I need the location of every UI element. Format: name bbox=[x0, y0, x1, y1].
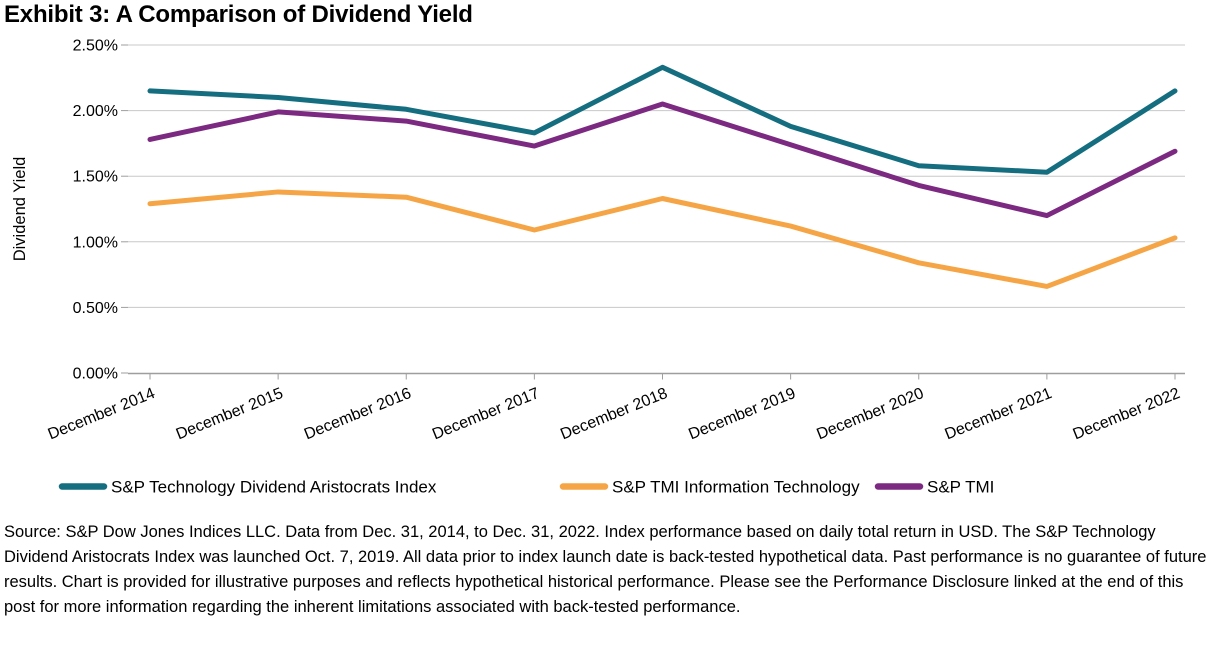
y-tick-label: 1.00% bbox=[73, 234, 118, 251]
y-tick-label: 0.00% bbox=[73, 366, 118, 383]
y-tick-label: 2.00% bbox=[73, 103, 118, 120]
legend-label-s-p-tmi: S&P TMI bbox=[927, 478, 994, 497]
dividend-yield-line-chart: 0.00% 0.50% 1.00% 1.50% 2.00% 2.50% December 2… bbox=[11, 38, 1185, 497]
legend-label-s-p-technology-dividend-aristocrats-index: S&P Technology Dividend Aristocrats Inde… bbox=[111, 478, 437, 497]
y-axis-title: Dividend Yield bbox=[11, 157, 29, 262]
x-tick-label: December 2017 bbox=[430, 385, 542, 443]
x-tick-label: December 2014 bbox=[46, 385, 158, 443]
x-tick-label: December 2022 bbox=[1071, 385, 1183, 443]
legend-label-s-p-tmi-information-technology: S&P TMI Information Technology bbox=[612, 478, 860, 497]
x-tick-label: December 2021 bbox=[942, 385, 1054, 443]
source-note: Source: S&P Dow Jones Indices LLC. Data … bbox=[4, 523, 1207, 616]
series-line-s-p-tmi-information-technology bbox=[147, 189, 1178, 289]
y-tick-label: 1.50% bbox=[73, 169, 118, 186]
chart-title: Exhibit 3: A Comparison of Dividend Yiel… bbox=[4, 1, 473, 28]
y-tick-label: 0.50% bbox=[73, 300, 118, 317]
x-tick-label: December 2016 bbox=[302, 385, 414, 443]
series-line-s-p-technology-dividend-aristocrats-index bbox=[147, 64, 1178, 175]
x-tick-label: December 2015 bbox=[174, 385, 286, 443]
x-tick-label: December 2020 bbox=[814, 385, 926, 443]
series-line-s-p-tmi bbox=[147, 101, 1178, 219]
x-tick-label: December 2018 bbox=[558, 385, 670, 443]
y-tick-label: 2.50% bbox=[73, 38, 118, 55]
x-tick-label: December 2019 bbox=[686, 385, 798, 443]
